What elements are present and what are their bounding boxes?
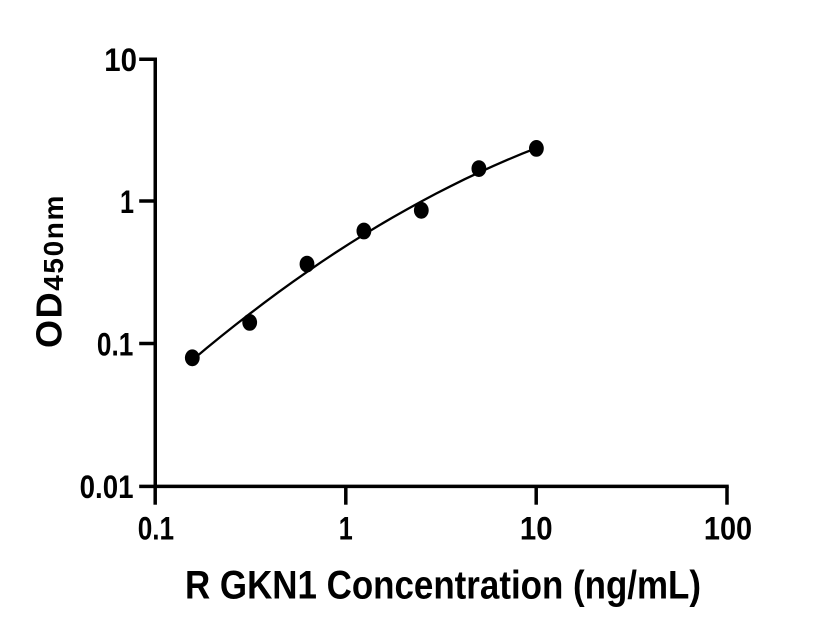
svg-text:0.01: 0.01 [80,469,134,505]
svg-text:100: 100 [704,510,752,546]
svg-text:0.1: 0.1 [97,326,133,362]
svg-text:10: 10 [520,510,553,546]
svg-text:1: 1 [339,510,353,546]
svg-text:1: 1 [120,184,134,220]
svg-text:R GKN1 Concentration (ng/mL): R GKN1 Concentration (ng/mL) [185,564,701,608]
svg-text:10: 10 [104,42,137,78]
svg-text:0.1: 0.1 [138,510,174,546]
